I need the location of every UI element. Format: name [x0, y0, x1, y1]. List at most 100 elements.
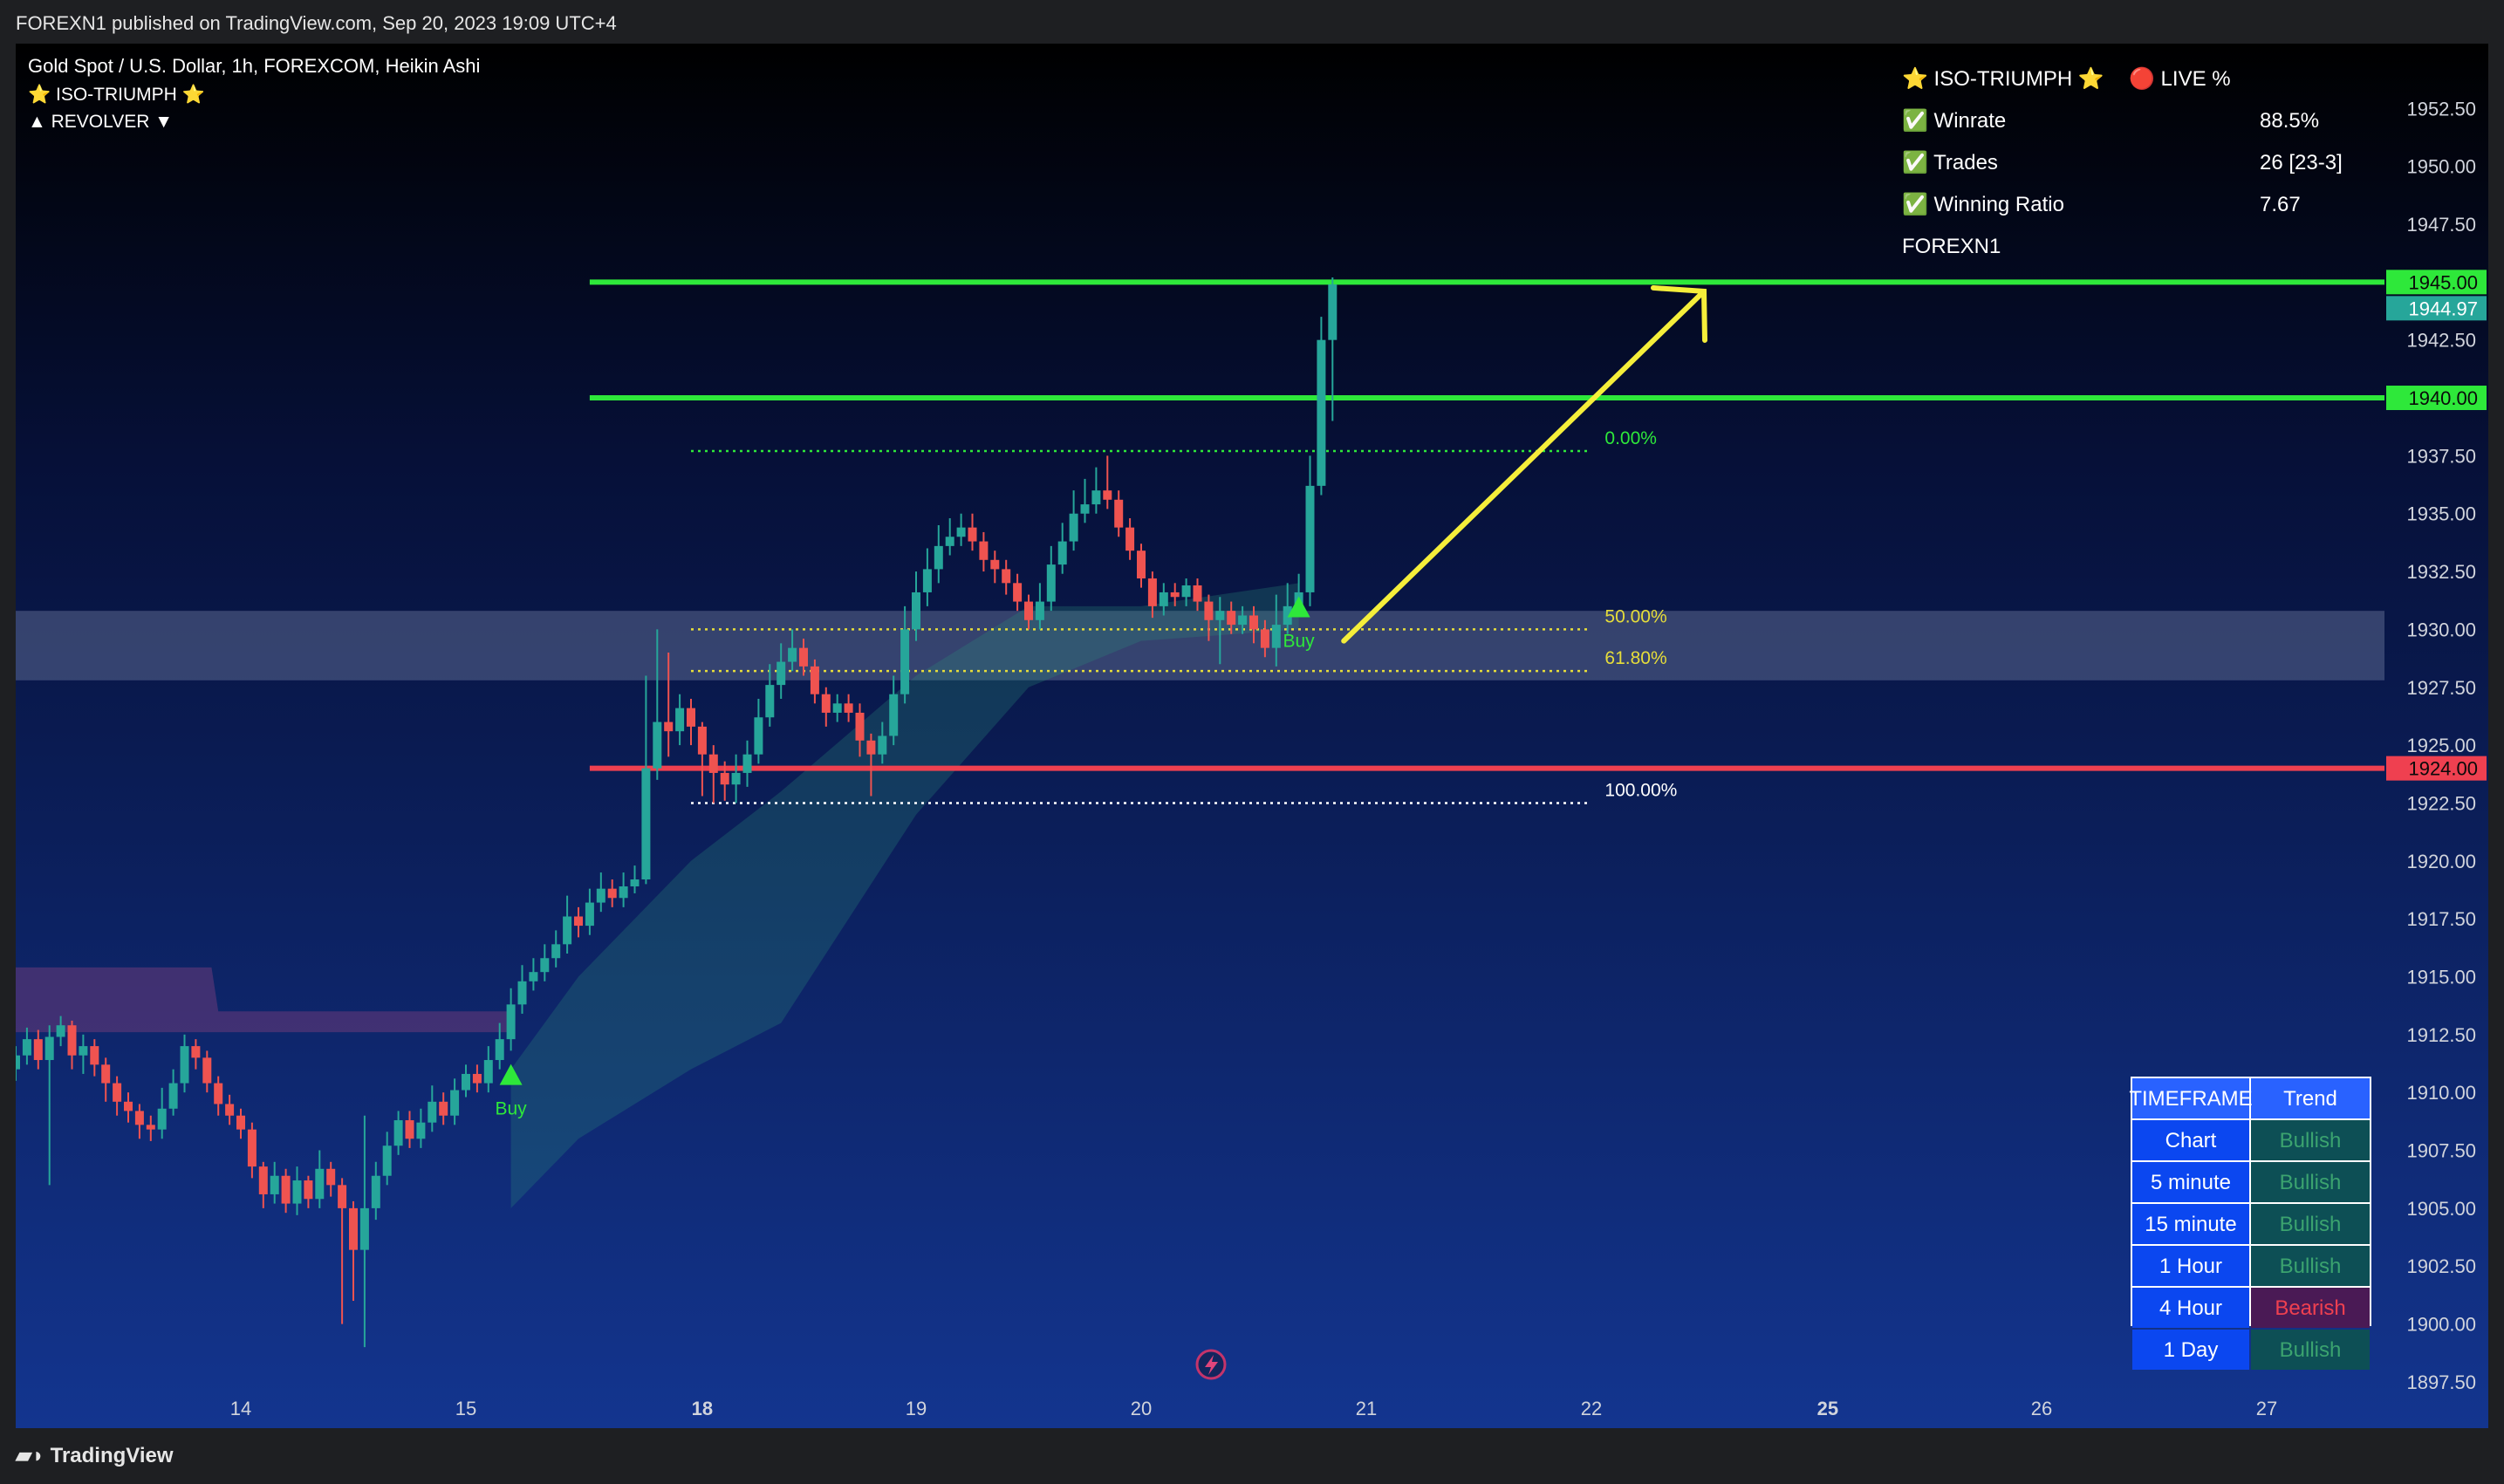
candle[interactable] — [236, 1115, 245, 1130]
candle[interactable] — [1227, 611, 1236, 626]
candle[interactable] — [934, 545, 943, 570]
candle[interactable] — [979, 541, 989, 560]
candle[interactable] — [315, 1168, 325, 1200]
candle[interactable] — [720, 772, 729, 785]
candle[interactable] — [44, 1036, 54, 1061]
candle[interactable] — [393, 1120, 403, 1146]
candle[interactable] — [1069, 513, 1078, 542]
candle[interactable] — [517, 981, 527, 1005]
candle[interactable] — [922, 569, 932, 592]
candle[interactable] — [1103, 490, 1112, 500]
candle[interactable] — [1317, 339, 1326, 486]
candle[interactable] — [540, 958, 550, 973]
candle[interactable] — [1137, 551, 1146, 579]
candle[interactable] — [428, 1101, 437, 1123]
candle[interactable] — [945, 537, 954, 546]
candle[interactable] — [405, 1120, 414, 1139]
candle[interactable] — [146, 1125, 155, 1130]
chart-svg[interactable]: 0.00% 50.00% 61.80% 100.00% Buy Buy 1897.50 1… — [16, 44, 2488, 1428]
candle[interactable] — [180, 1046, 189, 1084]
candle[interactable] — [585, 902, 594, 927]
candle[interactable] — [742, 754, 752, 773]
candle[interactable] — [664, 721, 674, 732]
candle[interactable] — [1159, 592, 1168, 606]
candle[interactable] — [551, 944, 561, 959]
candle[interactable] — [765, 685, 775, 718]
candle[interactable] — [439, 1101, 448, 1116]
candle[interactable] — [16, 1055, 20, 1070]
candle[interactable] — [349, 1207, 358, 1250]
candle[interactable] — [596, 888, 605, 903]
candle[interactable] — [157, 1108, 167, 1130]
candle[interactable] — [968, 527, 977, 542]
candle[interactable] — [956, 527, 966, 537]
candle[interactable] — [878, 735, 887, 755]
candle[interactable] — [563, 916, 572, 945]
candle[interactable] — [338, 1185, 347, 1208]
candle[interactable] — [1147, 578, 1157, 606]
candle[interactable] — [1057, 541, 1067, 565]
candle[interactable] — [1193, 585, 1202, 602]
candle[interactable] — [134, 1111, 144, 1125]
candle[interactable] — [67, 1025, 77, 1056]
candle[interactable] — [359, 1207, 369, 1250]
candle[interactable] — [202, 1057, 212, 1084]
candle[interactable] — [529, 972, 538, 981]
candle[interactable] — [1114, 499, 1124, 528]
candle[interactable] — [1249, 615, 1258, 630]
candle[interactable] — [844, 703, 853, 713]
candle[interactable] — [777, 661, 786, 686]
candle[interactable] — [708, 754, 718, 773]
candle[interactable] — [79, 1046, 88, 1056]
candle[interactable] — [1328, 284, 1338, 340]
candle[interactable] — [855, 712, 865, 741]
candle[interactable] — [1080, 504, 1090, 514]
candle[interactable] — [1024, 601, 1033, 620]
candle[interactable] — [382, 1145, 392, 1176]
candle[interactable] — [1046, 564, 1056, 602]
tradingview-logo[interactable]: ▰◗ TradingView — [16, 1444, 174, 1467]
candle[interactable] — [270, 1175, 279, 1194]
candle[interactable] — [912, 592, 920, 630]
candle[interactable] — [33, 1039, 43, 1061]
candle[interactable] — [866, 740, 876, 755]
candle[interactable] — [462, 1073, 470, 1091]
candle[interactable] — [1181, 585, 1191, 598]
candle[interactable] — [113, 1083, 122, 1102]
candle[interactable] — [900, 629, 910, 694]
candle[interactable] — [754, 717, 763, 755]
candle[interactable] — [1305, 485, 1315, 592]
candle[interactable] — [990, 559, 1000, 570]
candle[interactable] — [506, 1004, 516, 1040]
candle[interactable] — [281, 1175, 291, 1204]
candle[interactable] — [101, 1064, 111, 1084]
candle[interactable] — [304, 1180, 313, 1200]
candle[interactable] — [1013, 583, 1023, 602]
candle[interactable] — [653, 721, 662, 769]
candle[interactable] — [326, 1168, 336, 1186]
candle[interactable] — [450, 1090, 460, 1116]
candle[interactable] — [1170, 592, 1180, 598]
candle[interactable] — [371, 1175, 380, 1208]
candle[interactable] — [225, 1104, 235, 1116]
candle[interactable] — [1271, 625, 1281, 648]
candle[interactable] — [1215, 611, 1225, 620]
candle[interactable] — [574, 916, 583, 927]
candle[interactable] — [214, 1083, 223, 1104]
chart-frame[interactable]: 0.00% 50.00% 61.80% 100.00% Buy Buy 1897.50 1… — [16, 44, 2488, 1428]
candle[interactable] — [687, 708, 695, 727]
candle[interactable] — [630, 879, 640, 886]
candle[interactable] — [799, 647, 808, 667]
candle[interactable] — [1091, 490, 1101, 505]
candle[interactable] — [619, 886, 628, 899]
candle[interactable] — [416, 1122, 426, 1139]
candle[interactable] — [191, 1046, 201, 1058]
candle[interactable] — [1238, 615, 1248, 626]
legend-indicator-revolver[interactable]: ▲ REVOLVER ▼ — [28, 112, 173, 132]
candle[interactable] — [1204, 601, 1214, 620]
candle[interactable] — [1283, 605, 1292, 626]
candle[interactable] — [483, 1060, 493, 1084]
candle[interactable] — [1035, 601, 1044, 620]
candle[interactable] — [495, 1039, 504, 1061]
candle[interactable] — [641, 768, 651, 880]
